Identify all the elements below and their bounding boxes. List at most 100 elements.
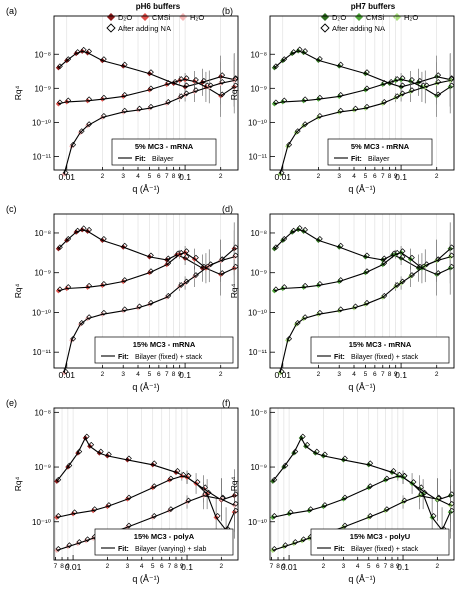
panel-b: 0.01 2 3 4 5 6 7 8 90.1 2 10⁻¹¹ 10⁻¹⁰ 10⁻⁹ 10⁻⁸ (b) Rq⁴… bbox=[222, 6, 455, 194]
after-na-point bbox=[57, 63, 63, 70]
after-na-point bbox=[287, 509, 294, 516]
panel-label: (b) bbox=[222, 6, 233, 16]
fit-label: Fit: bbox=[118, 354, 129, 361]
after-na-point bbox=[78, 128, 85, 135]
legend-ph6-after-label: After adding NA bbox=[118, 24, 171, 33]
after-na-point bbox=[282, 462, 289, 469]
after-na-point bbox=[399, 75, 406, 82]
annotation-frame bbox=[310, 336, 450, 364]
after-na-point bbox=[178, 93, 185, 100]
after-na-point bbox=[401, 472, 408, 479]
series-2 bbox=[277, 230, 455, 376]
after-na-point bbox=[399, 90, 406, 97]
after-na-point bbox=[193, 272, 199, 278]
legend-ph7-cmsi-marker bbox=[355, 13, 363, 21]
after-na-point bbox=[304, 441, 311, 448]
y-tick-label: 10⁻¹⁰ bbox=[32, 308, 51, 317]
after-na-point bbox=[316, 309, 323, 316]
after-na-point bbox=[180, 471, 187, 478]
fit-model-label: Bilayer (varying) + slab bbox=[135, 546, 206, 553]
sample-label: 15% MC3 - polyA bbox=[134, 532, 195, 541]
x-tick-label: 6 bbox=[157, 371, 161, 378]
panels: 0.01 2 3 4 5 6 7 8 90.1 210⁻¹¹10⁻¹⁰10⁻⁹10⁻⁸(a)Rq⁴… bbox=[6, 6, 455, 584]
after-na-point bbox=[364, 252, 370, 259]
legend-ph6-after-marker bbox=[106, 23, 116, 33]
y-tick-label: 10⁻⁹ bbox=[34, 84, 51, 93]
after-na-point bbox=[232, 500, 239, 507]
x-tick-label: 0.01 bbox=[274, 172, 291, 182]
after-na-point bbox=[207, 261, 214, 268]
after-na-point bbox=[273, 99, 279, 106]
annotation-frame bbox=[94, 336, 234, 364]
after-na-point bbox=[84, 536, 91, 543]
after-na-point bbox=[151, 483, 158, 490]
after-na-point bbox=[121, 91, 128, 98]
after-na-point bbox=[183, 75, 190, 82]
x-tick-label: 9 bbox=[394, 371, 398, 378]
x-tick-label: 0.01 bbox=[65, 562, 82, 572]
x-tick-label: 8 bbox=[276, 563, 280, 570]
after-na-point bbox=[65, 97, 72, 104]
panel-a: 0.01 2 3 4 5 6 7 8 90.1 2 10⁻¹¹ 10⁻¹⁰ 10⁻⁹ 10⁻⁸ (a) Rq⁴… bbox=[6, 6, 239, 194]
after-na-point bbox=[381, 260, 388, 266]
after-na-point bbox=[193, 76, 199, 83]
annotation-frame bbox=[310, 528, 450, 556]
y-tick-label: 10⁻⁸ bbox=[35, 229, 52, 238]
after-na-point bbox=[352, 105, 359, 112]
panel-label: (a) bbox=[6, 6, 17, 16]
annotation-frame bbox=[327, 138, 433, 166]
after-na-point bbox=[271, 476, 278, 483]
fit-label: Fit: bbox=[118, 546, 129, 553]
legend-ph6-cmsi: CMSi bbox=[141, 13, 171, 22]
after-na-point bbox=[448, 500, 455, 507]
after-na-point bbox=[174, 467, 181, 474]
after-na-point bbox=[367, 460, 374, 467]
after-na-point bbox=[281, 284, 288, 290]
after-na-point bbox=[71, 509, 78, 516]
after-na-point bbox=[219, 494, 226, 501]
x-tick-label: 4 bbox=[352, 371, 356, 378]
after-na-point bbox=[86, 96, 92, 103]
after-na-point bbox=[194, 479, 201, 485]
after-na-point bbox=[273, 63, 279, 70]
after-na-point bbox=[136, 303, 143, 310]
annotation-box: 5% MC3 - mRNA Fit: Bilayer bbox=[111, 138, 217, 166]
after-na-point bbox=[126, 494, 132, 501]
after-na-point bbox=[65, 236, 72, 242]
y-tick-label: 10⁻⁹ bbox=[34, 269, 51, 278]
after-na-point bbox=[178, 282, 185, 288]
fit-line bbox=[272, 495, 451, 551]
x-tick-label: 3 bbox=[126, 563, 130, 570]
x-tick-label: 6 bbox=[373, 173, 377, 180]
after-na-point bbox=[302, 282, 308, 289]
y-axis-label: Rq⁴ bbox=[229, 85, 239, 100]
after-na-point bbox=[76, 539, 83, 545]
after-na-point bbox=[337, 242, 344, 249]
fit-model-label: Bilayer (fixed) + stack bbox=[351, 546, 419, 553]
legend-ph6-d2o: D₂O bbox=[107, 13, 132, 22]
series-2 bbox=[61, 54, 239, 177]
x-tick-label: 5 bbox=[151, 563, 155, 570]
after-na-point bbox=[183, 278, 190, 285]
legend-ph6-h2o: H₂O bbox=[179, 13, 204, 22]
x-tick-label: 4 bbox=[140, 563, 144, 570]
series-0 bbox=[271, 46, 455, 107]
series-0 bbox=[55, 46, 239, 107]
x-tick-label: 8 bbox=[388, 371, 392, 378]
fit-line bbox=[58, 50, 235, 88]
after-na-point bbox=[148, 69, 154, 76]
x-tick-label: 7 bbox=[381, 173, 385, 180]
after-na-point bbox=[278, 169, 285, 176]
after-na-point bbox=[383, 475, 390, 482]
x-tick-label: 0.01 bbox=[281, 562, 298, 572]
plot-frame bbox=[53, 213, 239, 369]
x-tick-label: 0.1 bbox=[397, 562, 409, 572]
y-tick-label: 10⁻⁹ bbox=[250, 463, 267, 472]
fit-line bbox=[58, 229, 235, 269]
after-na-point bbox=[57, 286, 63, 293]
after-na-point bbox=[183, 248, 190, 255]
series-2 bbox=[54, 478, 239, 553]
after-na-point bbox=[381, 99, 388, 105]
x-tick-label: 0.01 bbox=[274, 370, 291, 380]
after-na-point bbox=[126, 522, 132, 529]
